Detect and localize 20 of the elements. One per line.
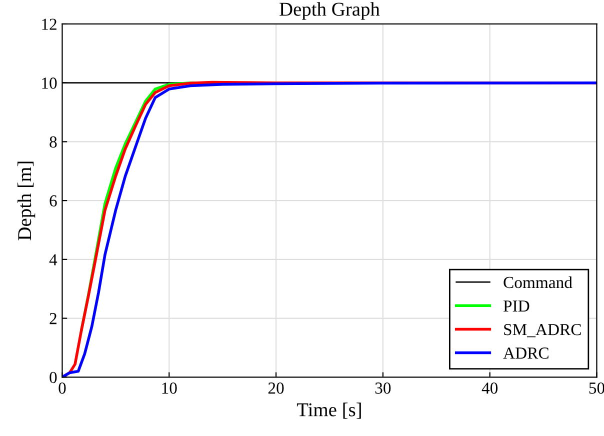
x-tick-label: 20: [268, 382, 284, 394]
x-tick-label: 40: [482, 382, 498, 394]
y-tick-label: 4: [49, 254, 58, 266]
legend-label: SM_ADRC: [504, 324, 581, 338]
legend-label: PID: [504, 300, 530, 312]
legend-label: Command: [504, 276, 572, 288]
y-tick-label: 10: [42, 78, 57, 89]
y-tick-label: 6: [50, 195, 57, 207]
chart-title: Depth Graph: [280, 2, 380, 20]
y-tick-label: 2: [50, 313, 56, 324]
y-tick-label: 8: [50, 136, 57, 148]
y-tick-label: 12: [42, 18, 56, 30]
legend-label: ADRC: [503, 348, 548, 359]
x-tick-label: 10: [162, 382, 177, 394]
x-tick-label: 30: [375, 382, 391, 394]
x-tick-label: 50: [589, 382, 604, 394]
x-axis-title: Time [s]: [296, 402, 361, 419]
x-tick-label: 0: [58, 382, 66, 394]
y-tick-label: 0: [50, 372, 57, 384]
y-axis-title: Depth [m]: [17, 162, 36, 240]
